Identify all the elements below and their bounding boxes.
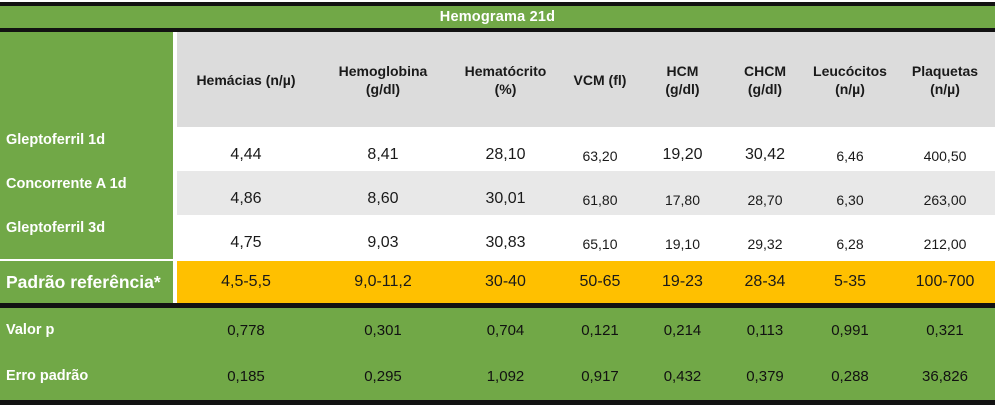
row-label: Gleptoferril 1d bbox=[0, 127, 177, 171]
cell-value: 61,80 bbox=[560, 171, 640, 215]
cell-value: 5-35 bbox=[805, 261, 895, 303]
table-row-valor-p: Valor p 0,778 0,301 0,704 0,121 0,214 0,… bbox=[0, 308, 995, 352]
cell-value: 9,03 bbox=[315, 215, 451, 259]
table-row-padrao-referencia: Padrão referência* 4,5-5,5 9,0-11,2 30-4… bbox=[0, 259, 995, 303]
cell-value: 0,288 bbox=[805, 352, 895, 400]
table-row-gleptoferril-3d: Gleptoferril 3d 4,75 9,03 30,83 65,10 19… bbox=[0, 215, 995, 259]
table-bottom-border bbox=[0, 400, 995, 405]
column-header-vcm: VCM (fl) bbox=[560, 32, 640, 127]
cell-value: 28,10 bbox=[451, 127, 560, 171]
cell-value: 0,113 bbox=[725, 308, 805, 352]
cell-value: 9,0-11,2 bbox=[315, 261, 451, 303]
cell-value: 0,121 bbox=[560, 308, 640, 352]
cell-value: 212,00 bbox=[895, 215, 995, 259]
table-row-concorrente-a-1d: Concorrente A 1d 4,86 8,60 30,01 61,80 1… bbox=[0, 171, 995, 215]
column-header-hemacias: Hemácias (n/µ) bbox=[177, 32, 315, 127]
table-row-erro-padrao: Erro padrão 0,185 0,295 1,092 0,917 0,43… bbox=[0, 352, 995, 400]
title-bottom-border bbox=[0, 28, 995, 32]
cell-value: 0,704 bbox=[451, 308, 560, 352]
column-header-leucocitos: Leucócitos (n/µ) bbox=[805, 32, 895, 127]
cell-value: 30-40 bbox=[451, 261, 560, 303]
cell-value: 4,75 bbox=[177, 215, 315, 259]
column-header-hcm: HCM (g/dl) bbox=[640, 32, 725, 127]
header-row: Hemácias (n/µ) Hemoglobina (g/dl) Hematóc… bbox=[0, 32, 995, 127]
stats-separator-border bbox=[0, 303, 995, 308]
table-row-gleptoferril-1d: Gleptoferril 1d 4,44 8,41 28,10 63,20 19… bbox=[0, 127, 995, 171]
cell-value: 6,30 bbox=[805, 171, 895, 215]
cell-value: 28,70 bbox=[725, 171, 805, 215]
cell-value: 0,295 bbox=[315, 352, 451, 400]
cell-value: 29,32 bbox=[725, 215, 805, 259]
cell-value: 0,778 bbox=[177, 308, 315, 352]
row-label: Gleptoferril 3d bbox=[0, 215, 177, 259]
cell-value: 0,185 bbox=[177, 352, 315, 400]
corner-cell bbox=[0, 32, 177, 127]
column-header-hemoglobina: Hemoglobina (g/dl) bbox=[315, 32, 451, 127]
cell-value: 8,41 bbox=[315, 127, 451, 171]
cell-value: 0,379 bbox=[725, 352, 805, 400]
row-label: Erro padrão bbox=[0, 352, 177, 400]
cell-value: 4,44 bbox=[177, 127, 315, 171]
cell-value: 17,80 bbox=[640, 171, 725, 215]
cell-value: 30,01 bbox=[451, 171, 560, 215]
cell-value: 0,991 bbox=[805, 308, 895, 352]
column-header-chcm: CHCM (g/dl) bbox=[725, 32, 805, 127]
column-header-hematocrito: Hematócrito (%) bbox=[451, 32, 560, 127]
cell-value: 6,46 bbox=[805, 127, 895, 171]
cell-value: 30,83 bbox=[451, 215, 560, 259]
cell-value: 63,20 bbox=[560, 127, 640, 171]
row-label: Valor p bbox=[0, 308, 177, 352]
hemogram-table: Hemograma 21d Hemácias (n/µ) Hemoglobina… bbox=[0, 2, 995, 405]
cell-value: 263,00 bbox=[895, 171, 995, 215]
cell-value: 0,432 bbox=[640, 352, 725, 400]
cell-value: 4,5-5,5 bbox=[177, 261, 315, 303]
cell-value: 0,301 bbox=[315, 308, 451, 352]
cell-value: 8,60 bbox=[315, 171, 451, 215]
cell-value: 19-23 bbox=[640, 261, 725, 303]
cell-value: 19,10 bbox=[640, 215, 725, 259]
cell-value: 0,321 bbox=[895, 308, 995, 352]
cell-value: 65,10 bbox=[560, 215, 640, 259]
cell-value: 4,86 bbox=[177, 171, 315, 215]
cell-value: 28-34 bbox=[725, 261, 805, 303]
table-top-border bbox=[0, 2, 995, 6]
cell-value: 100-700 bbox=[895, 261, 995, 303]
cell-value: 6,28 bbox=[805, 215, 895, 259]
cell-value: 36,826 bbox=[895, 352, 995, 400]
table-title: Hemograma 21d bbox=[439, 9, 556, 25]
cell-value: 400,50 bbox=[895, 127, 995, 171]
column-header-plaquetas: Plaquetas (n/µ) bbox=[895, 32, 995, 127]
cell-value: 19,20 bbox=[640, 127, 725, 171]
row-label: Concorrente A 1d bbox=[0, 171, 177, 215]
cell-value: 30,42 bbox=[725, 127, 805, 171]
cell-value: 0,214 bbox=[640, 308, 725, 352]
cell-value: 0,917 bbox=[560, 352, 640, 400]
cell-value: 1,092 bbox=[451, 352, 560, 400]
row-label: Padrão referência* bbox=[0, 261, 177, 303]
cell-value: 50-65 bbox=[560, 261, 640, 303]
table-title-bar: Hemograma 21d bbox=[0, 6, 995, 28]
